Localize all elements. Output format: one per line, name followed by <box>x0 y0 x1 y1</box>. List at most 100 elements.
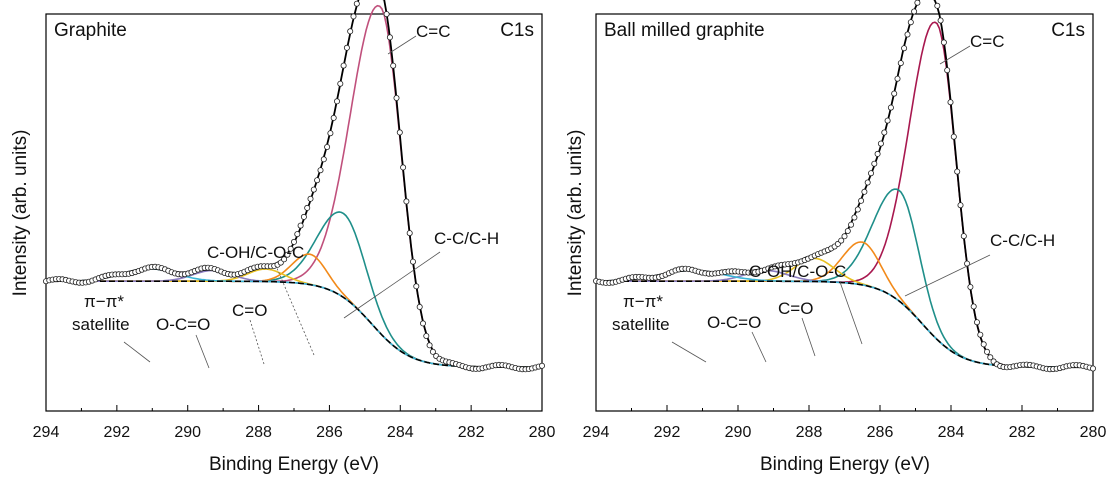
label-c-o: C=O <box>778 299 813 318</box>
x-tick-label: 286 <box>867 424 894 441</box>
data-point <box>409 258 416 265</box>
data-point <box>864 179 871 186</box>
data-point <box>977 331 984 338</box>
peak-labels: C=C C-C/C-H C-OH/C-O-C C=O O-C=O π−π* sa… <box>612 32 1055 363</box>
data-point <box>347 28 354 35</box>
data-point <box>874 150 881 157</box>
data-point <box>944 67 951 74</box>
curve-layer <box>46 0 542 369</box>
label-c-oh: C-OH/C-O-C <box>207 243 304 262</box>
plot-frame <box>595 13 1094 412</box>
x-axis-label: Binding Energy (eV) <box>760 454 930 475</box>
leader-line <box>343 251 441 319</box>
data-point <box>333 98 340 105</box>
label-o-c-o: O-C=O <box>156 315 210 334</box>
data-point <box>858 197 865 204</box>
x-tick-label: 288 <box>796 424 823 441</box>
data-point <box>307 195 314 202</box>
x-tick-label: 290 <box>174 424 201 441</box>
data-point <box>901 45 908 52</box>
data-point <box>967 283 974 290</box>
data-points-layer <box>43 0 546 373</box>
data-point <box>861 188 868 195</box>
panel-title: Graphite <box>54 20 127 41</box>
leader-line <box>801 317 816 357</box>
label-c-oh: C-OH/C-O-C <box>749 262 846 281</box>
data-point <box>884 117 891 124</box>
data-point <box>954 168 961 175</box>
data-point <box>947 99 954 106</box>
peak-c-c-curve <box>46 4 542 368</box>
label-pi-pi: π−π* <box>623 292 663 311</box>
y-axis-label: Intensity (arb. units) <box>565 130 586 297</box>
x-tick-label: 282 <box>1009 424 1036 441</box>
data-point <box>327 130 334 137</box>
x-tick-label: 282 <box>458 424 485 441</box>
data-point <box>937 17 944 24</box>
x-tick-label: 284 <box>387 424 414 441</box>
data-point <box>854 206 861 213</box>
envelope-curve <box>46 0 542 369</box>
leader-line <box>387 35 417 55</box>
x-tick-label: 292 <box>104 424 131 441</box>
x-tick-label: 280 <box>529 424 556 441</box>
data-point <box>383 11 390 18</box>
x-tick-label: 284 <box>938 424 965 441</box>
data-point <box>940 39 947 46</box>
data-point <box>974 319 981 326</box>
x-tick-label: 294 <box>583 424 610 441</box>
data-point <box>426 342 433 349</box>
panel-title: Ball milled graphite <box>604 20 765 41</box>
label-c-c-c-h: C-C/C-H <box>990 231 1055 250</box>
data-point <box>294 231 301 238</box>
x-tick-label: 280 <box>1080 424 1107 441</box>
data-point <box>314 177 321 184</box>
plot-frame <box>45 13 543 412</box>
data-point <box>914 0 921 6</box>
data-point <box>320 156 327 163</box>
data-point <box>868 170 875 177</box>
region-label: C1s <box>1051 20 1085 41</box>
label-c-c-double: C=C <box>970 32 1004 51</box>
x-tick-label: 288 <box>245 424 272 441</box>
data-point <box>970 303 977 310</box>
data-point <box>894 75 901 82</box>
label-pi-pi: π−π* <box>84 292 124 311</box>
data-point <box>911 8 918 15</box>
data-point <box>304 204 311 211</box>
data-point <box>844 227 851 234</box>
data-point <box>390 62 397 69</box>
envelope-curve <box>595 0 1093 369</box>
data-point <box>393 95 400 102</box>
data-point <box>848 221 855 228</box>
data-point <box>851 214 858 221</box>
data-point <box>891 90 898 97</box>
label-c-c-double: C=C <box>416 22 450 41</box>
x-tick-label: 292 <box>654 424 681 441</box>
data-point <box>337 80 344 87</box>
y-axis-label: Intensity (arb. units) <box>10 130 31 297</box>
data-point <box>386 34 393 41</box>
data-point <box>984 348 991 355</box>
leader-line <box>275 265 315 356</box>
data-point <box>290 238 297 245</box>
peak-c-oh-c-o-c-curve <box>596 241 1093 368</box>
data-point <box>539 362 546 369</box>
data-point <box>287 245 294 252</box>
data-point <box>340 62 347 69</box>
data-points-layer <box>593 0 1097 373</box>
data-point <box>300 213 307 220</box>
data-point <box>350 13 357 20</box>
data-point <box>897 60 904 67</box>
label-satellite: satellite <box>612 315 670 334</box>
data-point <box>987 354 994 361</box>
leader-line <box>195 334 210 369</box>
region-label: C1s <box>500 20 534 41</box>
data-point <box>353 0 360 7</box>
data-point <box>396 129 403 136</box>
leader-line <box>904 254 991 297</box>
background-curve <box>46 280 542 368</box>
data-point <box>310 186 317 193</box>
data-point <box>934 2 941 9</box>
